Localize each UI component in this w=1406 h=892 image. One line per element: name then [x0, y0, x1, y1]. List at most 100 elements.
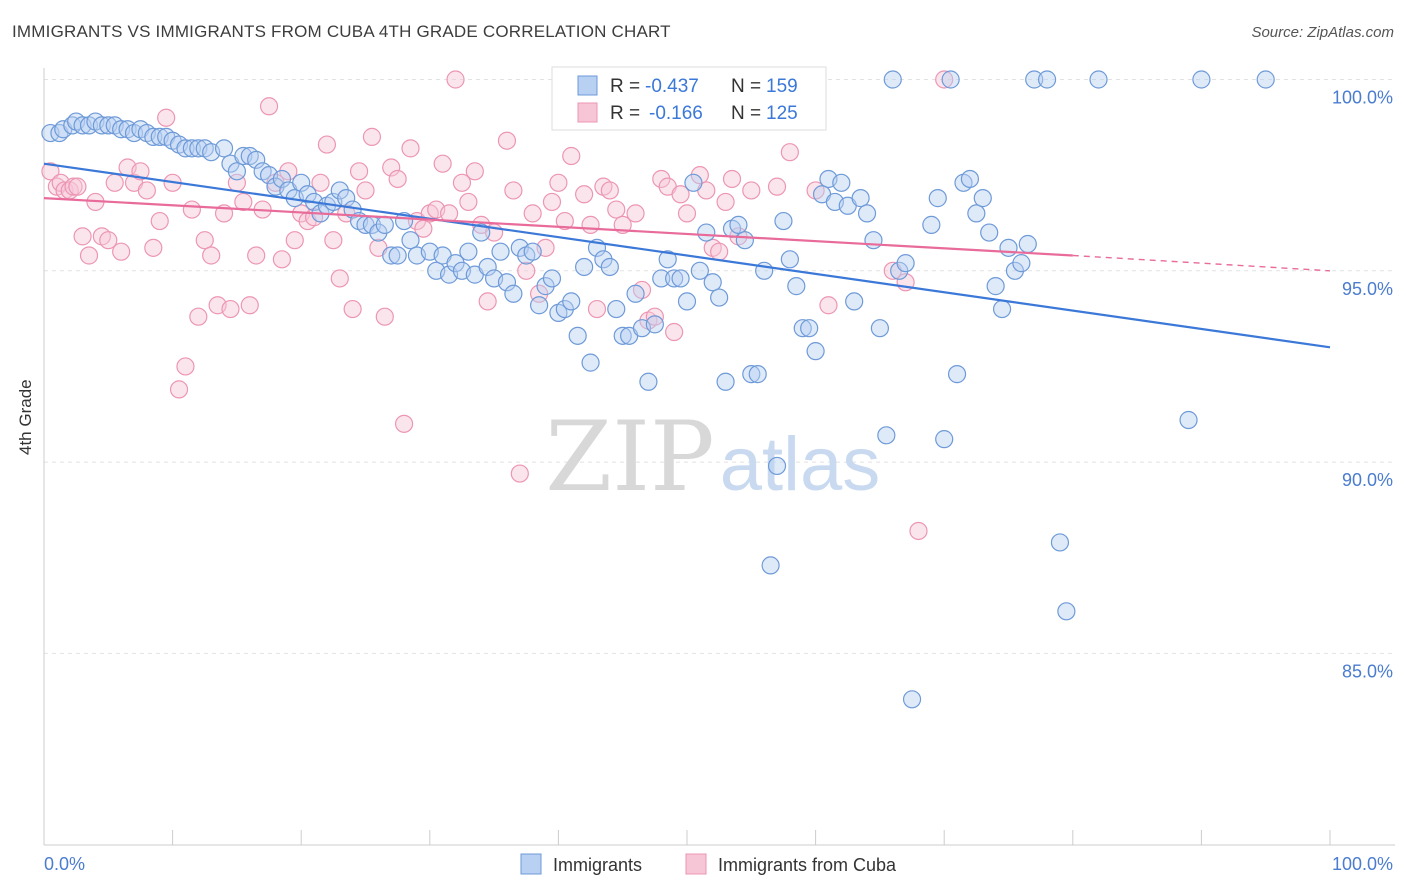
data-point: [1025, 70, 1044, 89]
stats-r-value-blue: -0.437: [645, 76, 699, 97]
data-point: [665, 269, 684, 288]
data-point: [92, 116, 111, 135]
data-point: [845, 292, 864, 311]
y-tick-label: 95.0%: [1342, 279, 1393, 299]
data-point: [317, 135, 337, 154]
data-point: [864, 231, 883, 250]
data-point: [973, 189, 992, 208]
data-point: [857, 204, 877, 223]
data-point: [652, 269, 671, 288]
data-point: [787, 277, 806, 296]
trend-line-cuba-extension: [1072, 254, 1331, 272]
stats-swatch-blue: [577, 75, 598, 96]
stats-legend: R = -0.437 N = 159 R = -0.166 N = 125: [551, 66, 827, 131]
legend-swatch-cuba: [685, 853, 707, 875]
legend-swatch-immigrants: [520, 853, 542, 875]
legend-label-immigrants: Immigrants: [553, 855, 642, 875]
data-point: [980, 223, 999, 242]
data-point: [819, 296, 838, 315]
data-point: [742, 365, 761, 384]
data-point: [195, 231, 214, 250]
data-point: [362, 127, 382, 146]
y-tick-label: 85.0%: [1342, 661, 1393, 681]
data-point: [999, 238, 1018, 257]
data-point: [497, 273, 517, 292]
data-point: [394, 211, 414, 231]
data-point: [1192, 70, 1211, 89]
data-point: [870, 319, 890, 338]
data-point: [935, 430, 954, 449]
data-point: [542, 192, 562, 212]
data-point: [452, 173, 472, 192]
data-point: [189, 307, 208, 326]
data-point: [1037, 70, 1057, 89]
data-point: [401, 139, 420, 158]
data-point: [157, 108, 176, 127]
data-point: [73, 227, 92, 246]
data-point: [311, 173, 330, 192]
y-tick-label: 100.0%: [1332, 88, 1393, 108]
data-point: [68, 177, 87, 196]
data-point: [324, 231, 343, 250]
data-point: [896, 254, 915, 273]
data-point: [677, 292, 697, 311]
data-point: [517, 261, 536, 280]
data-point: [465, 162, 484, 181]
data-point: [658, 250, 677, 269]
data-point: [671, 269, 690, 288]
data-point: [176, 139, 195, 158]
data-point: [542, 269, 562, 288]
data-point: [748, 365, 767, 384]
data-point: [105, 173, 124, 192]
data-point: [292, 173, 311, 192]
data-point: [722, 169, 742, 189]
data-point: [575, 185, 594, 204]
legend-label-cuba: Immigrants from Cuba: [718, 855, 897, 875]
data-point: [992, 299, 1012, 319]
stats-n-label-blue: N =: [731, 76, 761, 97]
data-point: [645, 307, 664, 326]
data-point: [182, 139, 201, 158]
data-point: [832, 173, 851, 192]
data-point: [64, 177, 83, 196]
data-point: [575, 257, 594, 277]
data-point: [491, 242, 510, 261]
data-point: [375, 307, 394, 326]
chart-title: IMMIGRANTS VS IMMIGRANTS FROM CUBA 4TH G…: [12, 22, 671, 41]
stats-r-label-blue: R =: [610, 76, 640, 97]
data-point: [356, 181, 375, 200]
data-point: [259, 97, 279, 116]
data-point: [806, 342, 825, 361]
data-point: [388, 169, 407, 189]
y-tick-label: 90.0%: [1342, 470, 1393, 490]
data-point: [581, 215, 600, 234]
data-point: [986, 277, 1005, 296]
data-point: [767, 177, 787, 196]
data-point: [41, 162, 60, 181]
data-point: [555, 211, 574, 231]
data-point: [247, 246, 266, 265]
data-point: [562, 146, 581, 166]
data-point: [1018, 234, 1037, 254]
data-point: [472, 223, 491, 242]
data-point: [1089, 70, 1108, 89]
data-point: [504, 284, 523, 303]
data-point: [182, 200, 201, 219]
data-point: [478, 292, 497, 311]
data-point: [169, 380, 189, 399]
data-point: [941, 70, 960, 89]
data-point: [883, 70, 902, 89]
stats-r-value-pink: -0.166: [649, 103, 703, 124]
trend-line-cuba: [43, 197, 1073, 257]
data-point: [523, 204, 542, 223]
series-legend: Immigrants Immigrants from Cuba: [520, 853, 897, 875]
data-point: [928, 189, 947, 208]
data-point: [626, 284, 645, 303]
x-tick-label-left: 0.0%: [44, 854, 85, 874]
data-point: [99, 231, 118, 250]
data-point: [780, 250, 799, 269]
data-point: [530, 296, 549, 315]
data-point: [639, 372, 658, 391]
data-point: [947, 365, 967, 384]
